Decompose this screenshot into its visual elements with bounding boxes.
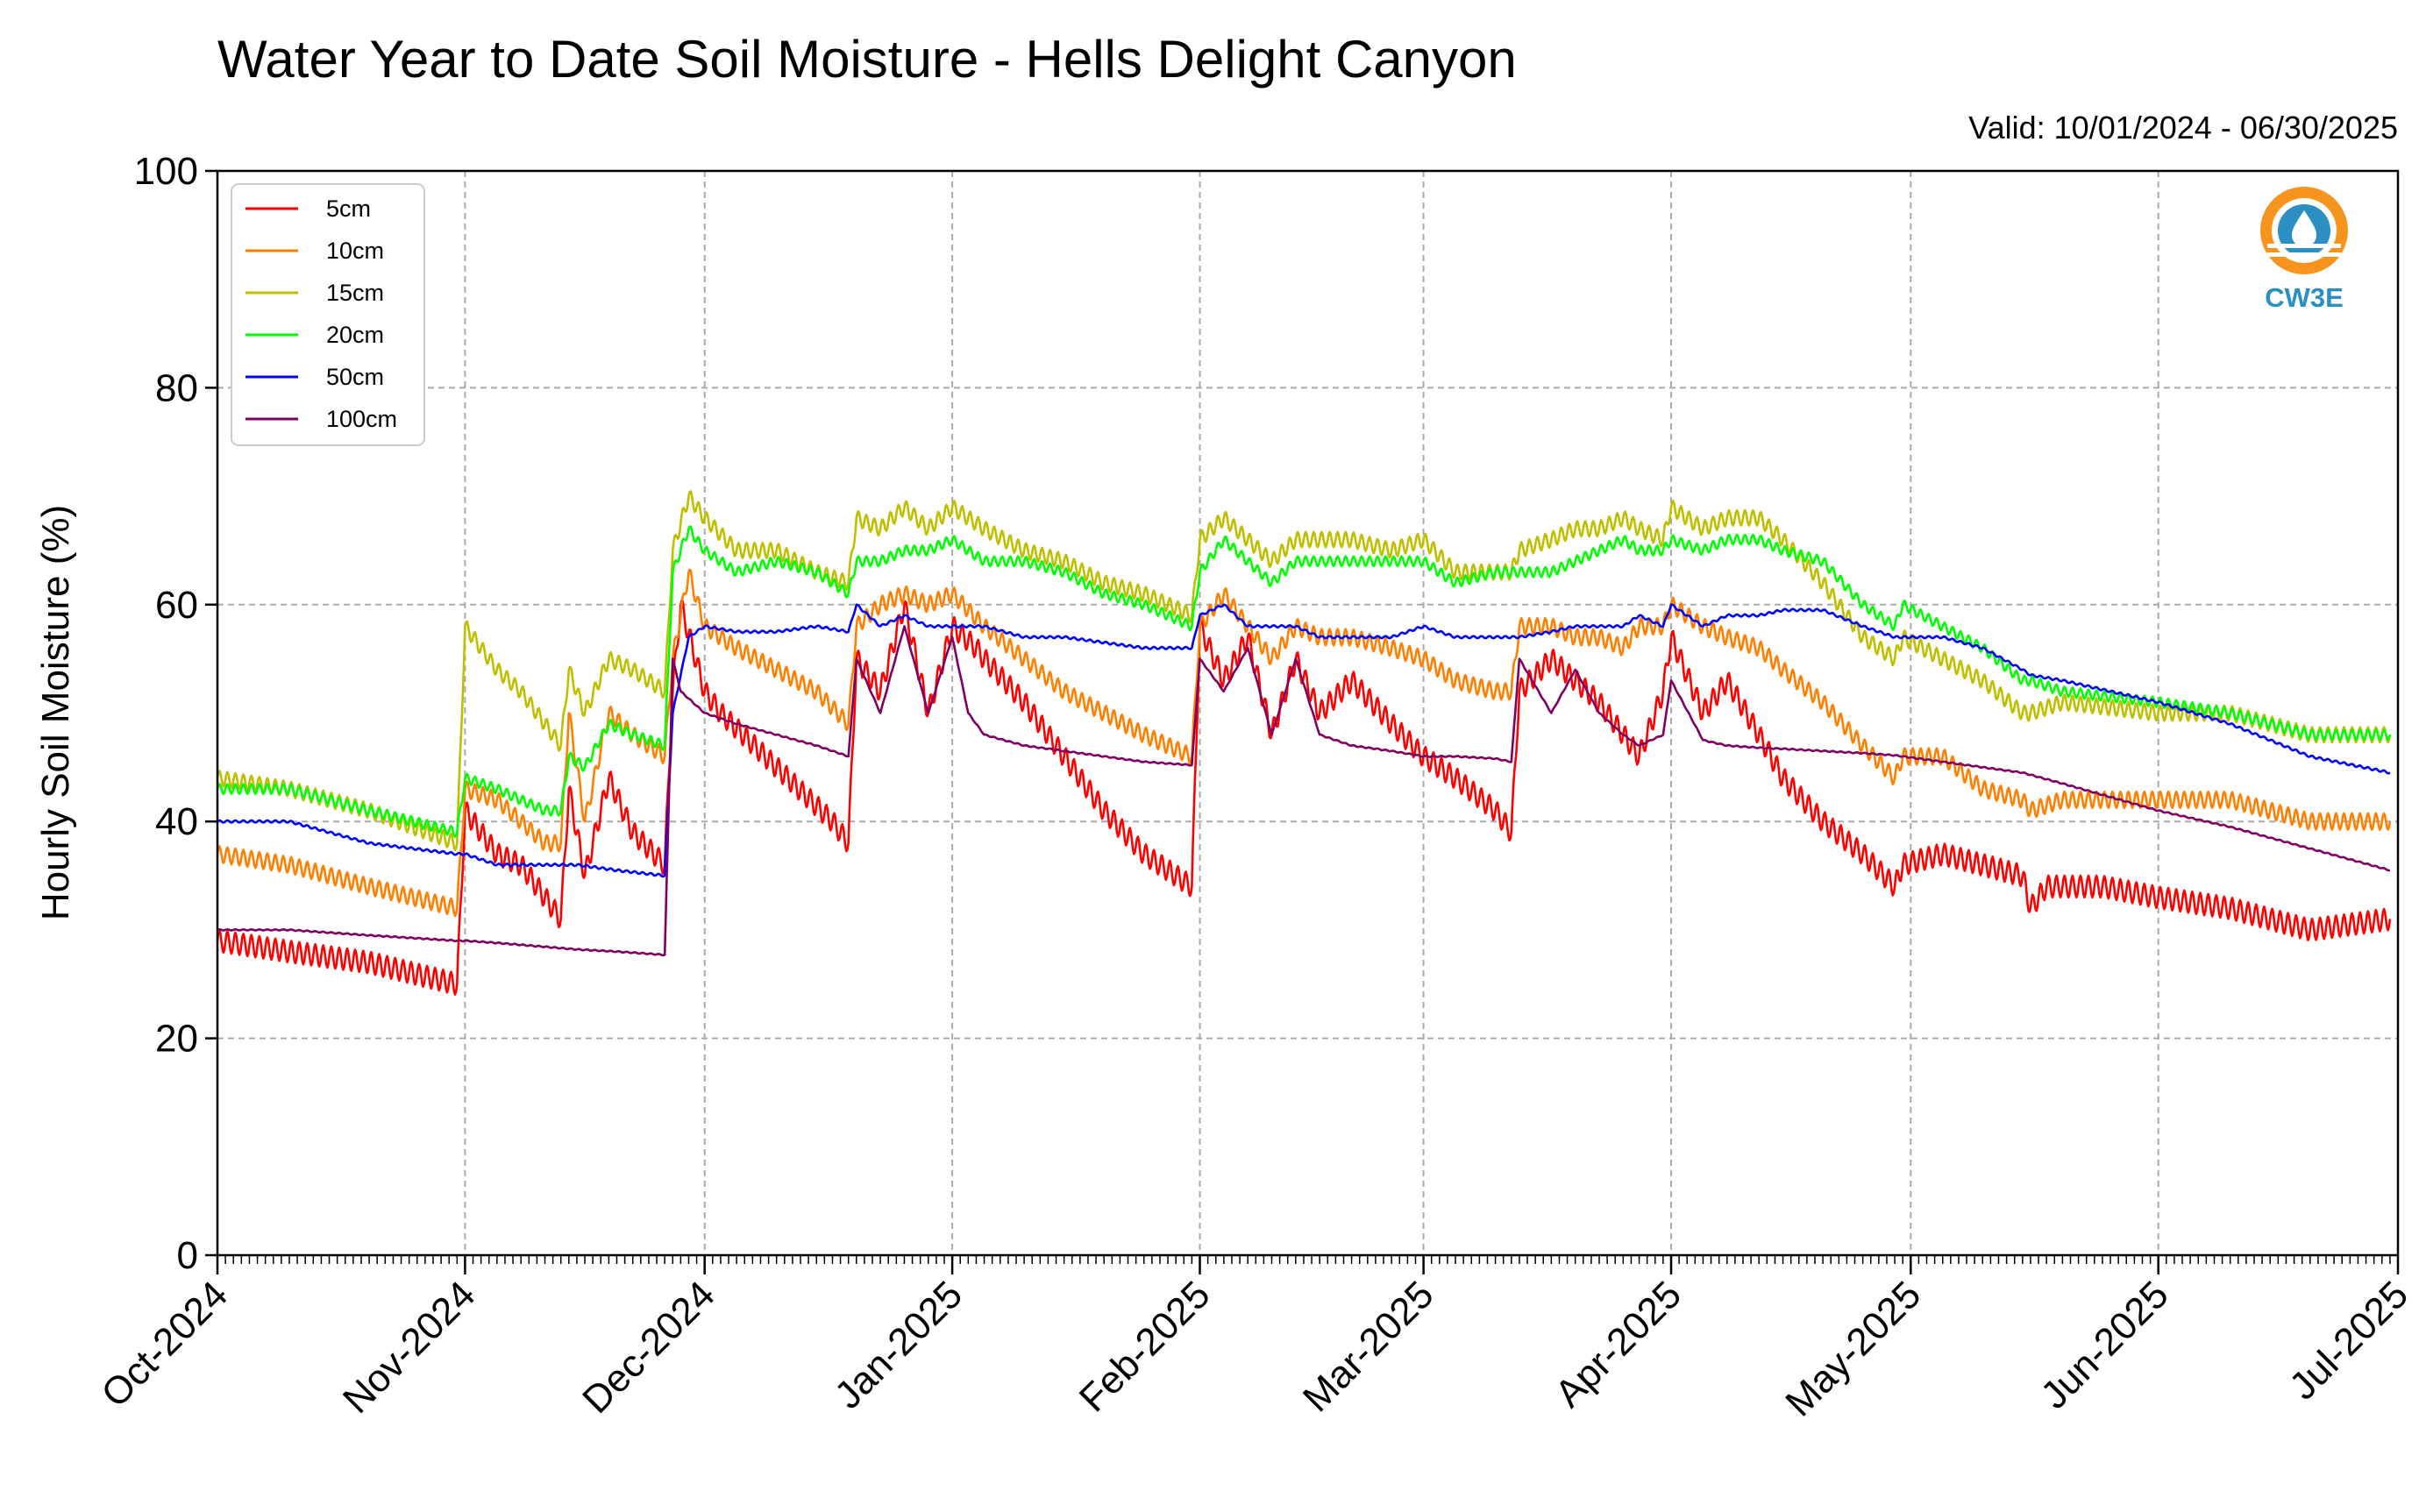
y-tick-label: 40: [155, 800, 198, 843]
cw3e-logo: CW3E: [2260, 187, 2348, 313]
y-tick-label: 0: [177, 1234, 198, 1277]
series-line-50cm: [217, 603, 2391, 878]
legend-label-15cm: 15cm: [326, 280, 384, 306]
series-line-20cm: [216, 525, 2392, 838]
y-tick-label: 20: [155, 1018, 198, 1061]
y-tick-label: 60: [155, 584, 198, 627]
logo-text: CW3E: [2265, 282, 2344, 313]
series-line-100cm: [217, 625, 2391, 957]
series-line-15cm: [216, 490, 2392, 852]
legend-label-5cm: 5cm: [326, 195, 371, 222]
legend-label-20cm: 20cm: [326, 322, 384, 348]
legend-label-50cm: 50cm: [326, 364, 384, 390]
logo-wave-2: [2267, 252, 2341, 257]
legend: 5cm 10cm 15cm 20cm 50cm 100cm: [231, 183, 425, 446]
series-lines: [216, 490, 2392, 996]
logo-wave-1: [2267, 244, 2341, 248]
y-axis-label: Hourly Soil Moisture (%): [34, 505, 77, 920]
legend-label-10cm: 10cm: [326, 238, 384, 264]
y-axis: 0 20 40 60 80 100: [134, 150, 217, 1277]
series-line-5cm: [216, 599, 2392, 996]
legend-label-100cm: 100cm: [326, 406, 397, 432]
water-drop-icon: [2292, 210, 2316, 247]
valid-date-range: Valid: 10/01/2024 - 06/30/2025: [1968, 110, 2398, 146]
plot-frame: [216, 169, 2400, 1257]
y-tick-label: 80: [155, 366, 198, 409]
y-tick-label: 100: [134, 150, 198, 193]
chart-title: Water Year to Date Soil Moisture - Hells…: [217, 30, 1517, 89]
